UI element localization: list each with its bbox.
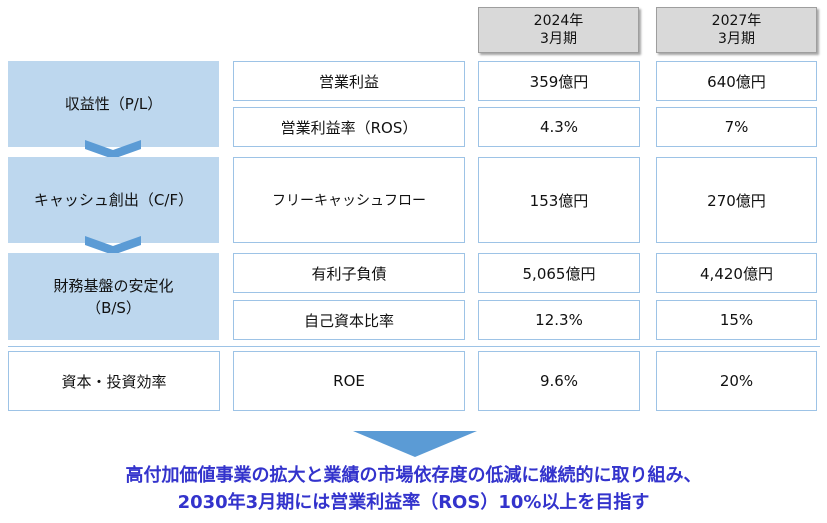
category-financial-stability-label: 財務基盤の安定化: [53, 276, 174, 295]
down-arrow-icon: [353, 431, 477, 457]
value-2024-operating-profit: 359億円: [478, 61, 640, 101]
value-2027-free-cash-flow: 270億円: [656, 157, 817, 243]
value-2027-equity-ratio: 15%: [656, 300, 817, 340]
value-2024-free-cash-flow: 153億円: [478, 157, 640, 243]
row-label-operating-profit: 営業利益: [233, 61, 465, 101]
goal-message-line1: 高付加価値事業の拡大と業績の市場依存度の低減に継続的に取り組み、: [125, 465, 702, 486]
category-financial-stability-sub: （B/S）: [86, 298, 141, 317]
row-label-interest-bearing-debt: 有利子負債: [233, 253, 465, 293]
value-2024-ros: 4.3%: [478, 107, 640, 147]
value-2027-roe: 20%: [656, 351, 817, 411]
column-header-2024-year: 2024年: [533, 13, 584, 29]
category-capital-efficiency: 資本・投資効率: [8, 351, 220, 411]
row-label-free-cash-flow: フリーキャッシュフロー: [233, 157, 465, 243]
goal-message-line2: 2030年3月期には営業利益率（ROS）10%以上を目指す: [177, 492, 650, 513]
category-financial-stability: 財務基盤の安定化 （B/S）: [8, 253, 219, 340]
value-2024-roe: 9.6%: [478, 351, 640, 411]
category-profitability: 収益性（P/L）: [8, 61, 219, 147]
section-divider: [8, 346, 820, 347]
column-header-2027-year: 2027年: [711, 13, 762, 29]
row-label-ros: 営業利益率（ROS）: [233, 107, 465, 147]
row-label-roe: ROE: [233, 351, 465, 411]
category-profitability-label: 収益性（P/L）: [64, 95, 163, 113]
value-2027-ros: 7%: [656, 107, 817, 147]
column-header-2027-period: 3月期: [718, 31, 755, 47]
row-label-equity-ratio: 自己資本比率: [233, 300, 465, 340]
chevron-down-icon: [85, 140, 141, 159]
value-2024-interest-bearing-debt: 5,065億円: [478, 253, 640, 293]
chevron-down-icon: [85, 236, 141, 255]
column-header-2024-period: 3月期: [540, 31, 577, 47]
column-header-2024: 2024年 3月期: [478, 7, 639, 53]
value-2027-interest-bearing-debt: 4,420億円: [656, 253, 817, 293]
category-cash-generation: キャッシュ創出（C/F）: [8, 157, 219, 243]
category-cash-generation-label: キャッシュ創出（C/F）: [33, 191, 194, 209]
column-header-2027: 2027年 3月期: [656, 7, 817, 53]
value-2024-equity-ratio: 12.3%: [478, 300, 640, 340]
value-2027-operating-profit: 640億円: [656, 61, 817, 101]
